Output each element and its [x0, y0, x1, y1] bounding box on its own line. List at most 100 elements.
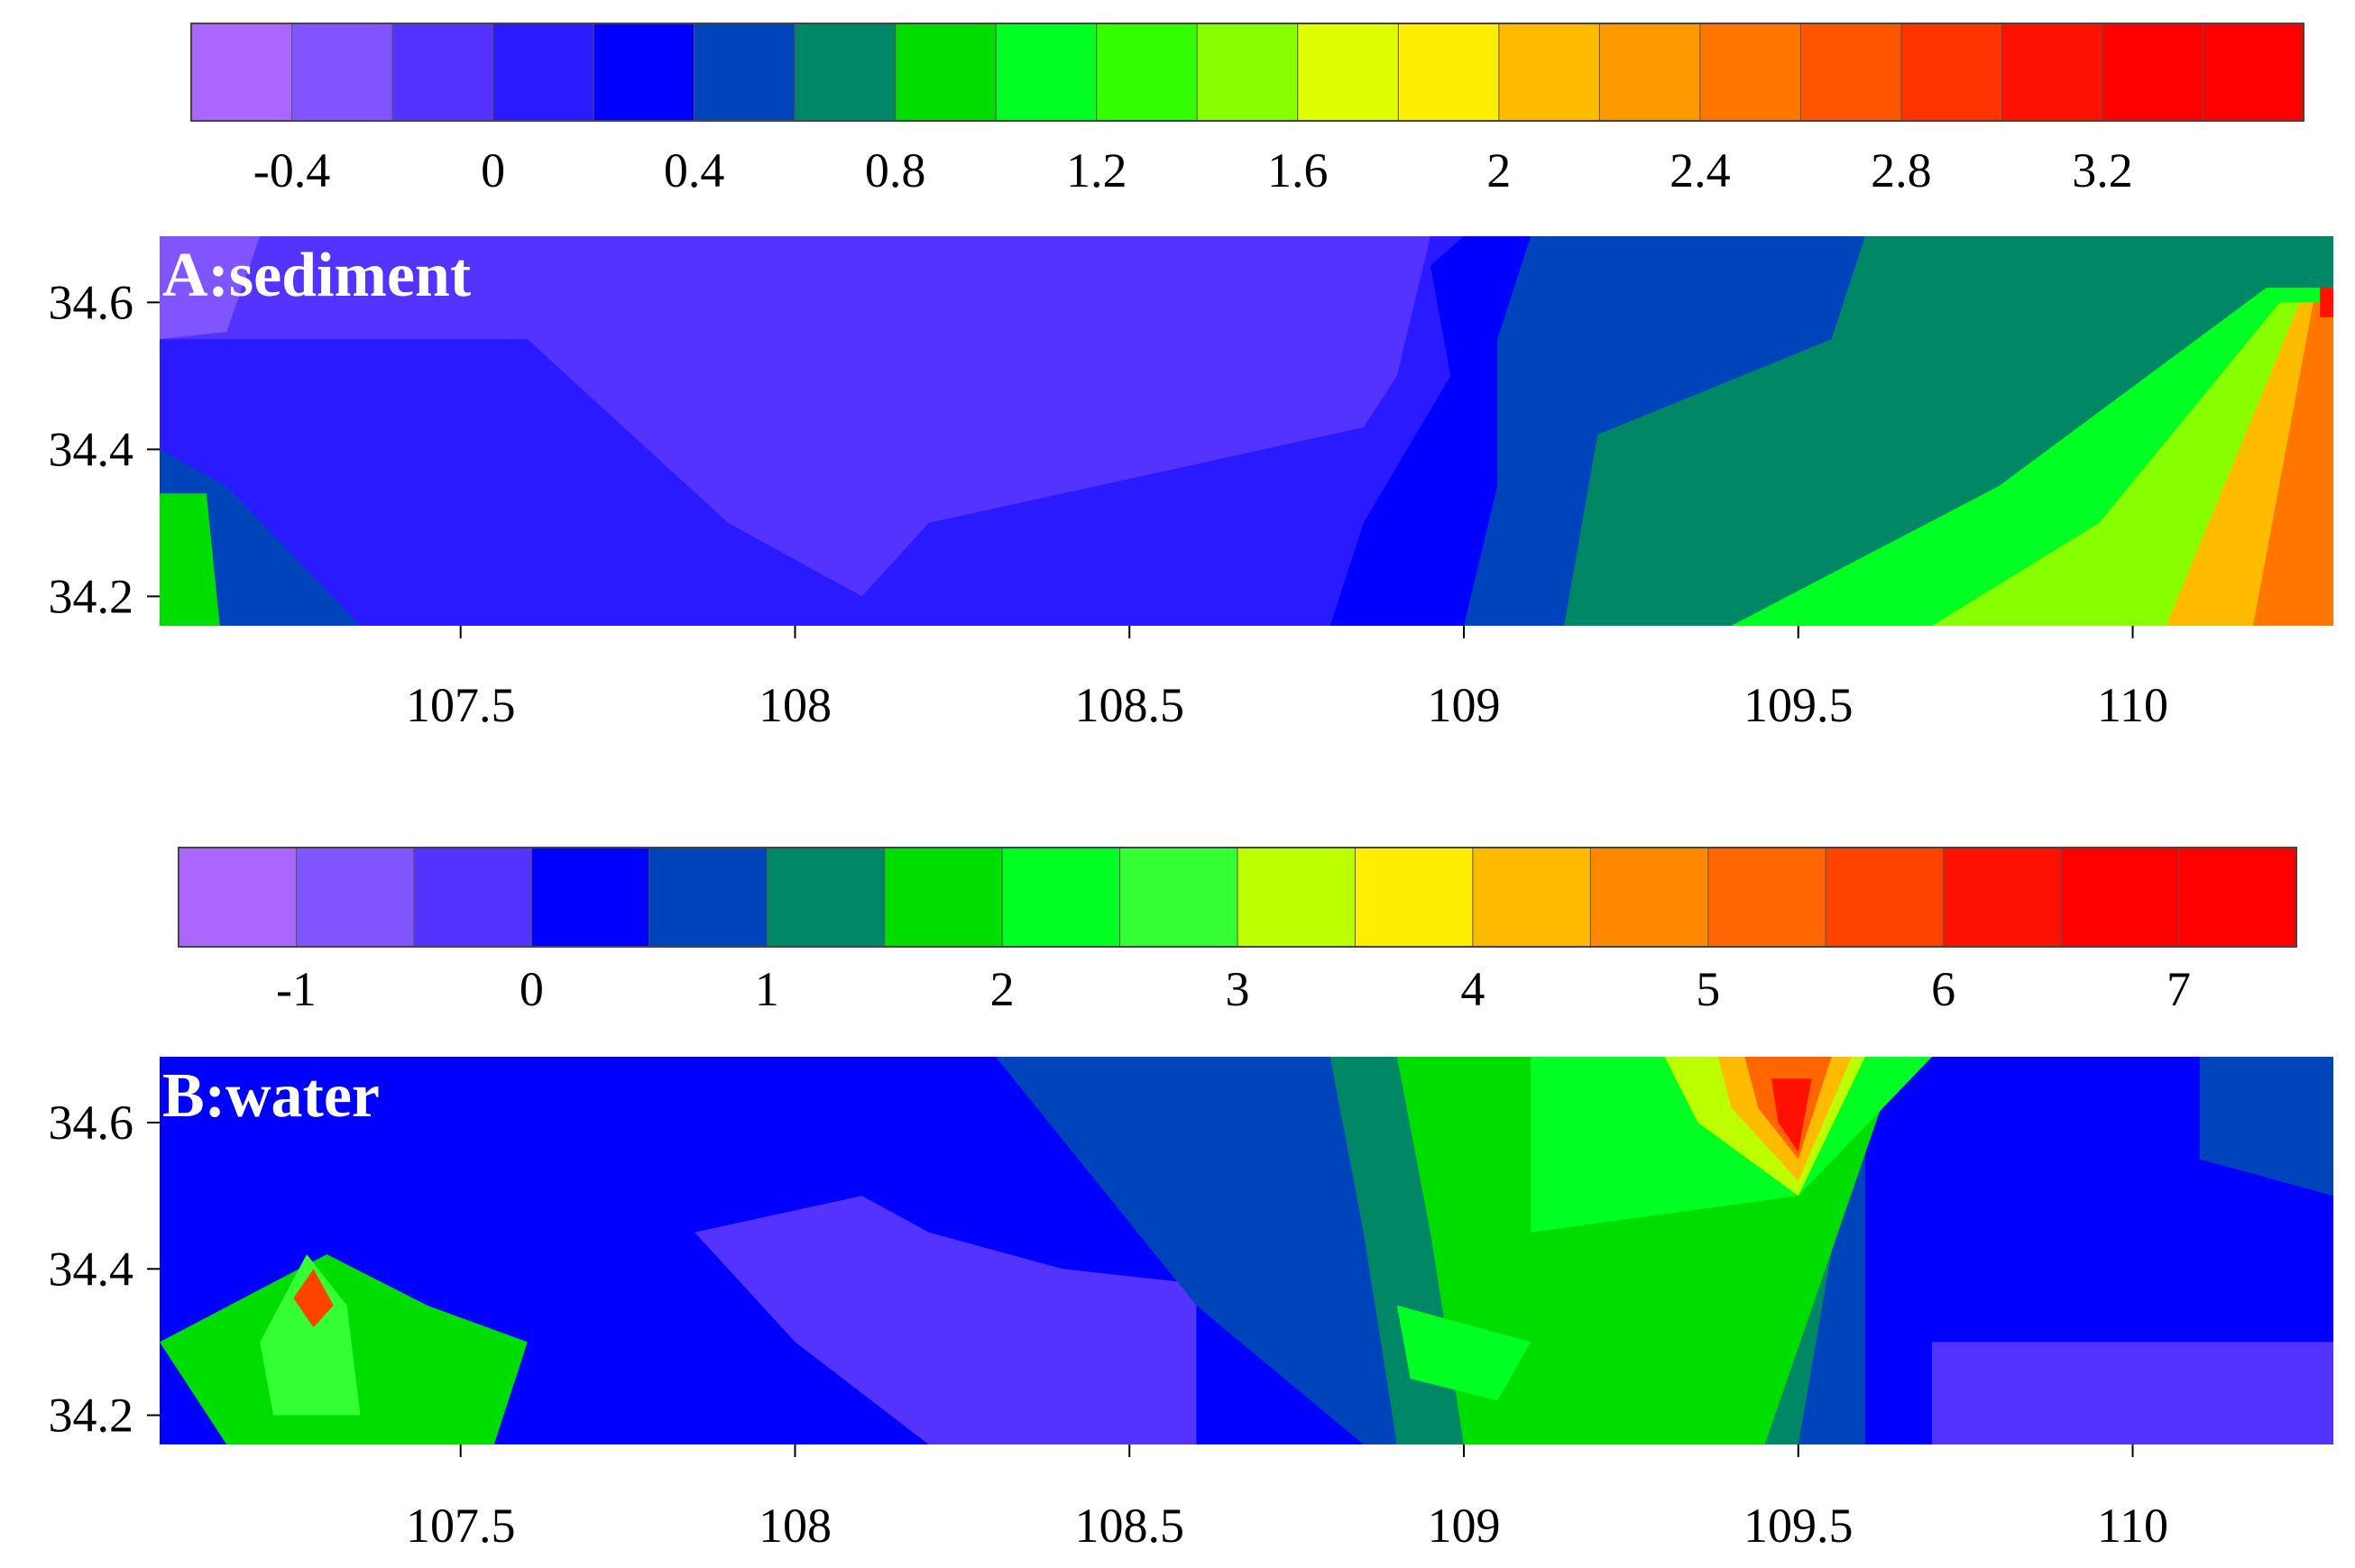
colorbar-tick-label: 0.8 — [865, 143, 926, 197]
y-tick-label: 34.2 — [49, 569, 134, 623]
x-tick-label: 109 — [1428, 678, 1501, 732]
colorbar-cell — [2060, 847, 2180, 948]
colorbar-cell — [1699, 23, 1802, 122]
colorbar-cell — [2102, 23, 2204, 122]
contour-region — [160, 493, 220, 626]
colorbar-tick-label: 4 — [1460, 962, 1485, 1016]
contour-region — [1771, 1078, 1812, 1152]
colorbar-cell — [884, 847, 1004, 948]
colorbar-cell — [530, 847, 650, 948]
colorbar-cell — [1472, 847, 1592, 948]
colorbar-tick-label: 3 — [1226, 962, 1250, 1016]
panel-b-x-ticks: 107.5 108 108.5 109 109.5 110 — [406, 1444, 2168, 1553]
panel-a: A:sediment 107.5 108 108.5 109 109.5 110 34.2… — [49, 236, 2333, 732]
colorbar-tick-label: 1.6 — [1267, 143, 1329, 197]
contour-region — [695, 1196, 1197, 1444]
colorbar-cell — [1196, 23, 1299, 122]
colorbar-b-cells — [178, 847, 2298, 948]
contour-region — [160, 236, 1430, 597]
panel-a-field — [160, 236, 2333, 626]
x-tick-label: 108 — [759, 678, 832, 732]
panel-a-regions — [160, 236, 2333, 626]
panel-a-y-ticks: 34.2 34.4 34.6 — [49, 275, 160, 623]
contour-region — [2253, 302, 2333, 626]
x-tick-label: 110 — [2097, 1499, 2168, 1553]
contour-region — [1932, 1342, 2333, 1444]
colorbar-tick-label: 5 — [1696, 962, 1720, 1016]
colorbar-cell — [1598, 23, 1701, 122]
panel-a-title: A:sediment — [162, 241, 471, 310]
colorbar-cell — [1498, 23, 1601, 122]
colorbar-tick-label: 1 — [755, 962, 779, 1016]
colorbar-cell — [1001, 847, 1121, 948]
colorbar-a-ticks: -0.4 0 0.4 0.8 1.2 1.6 2 2.4 2.8 3.2 — [253, 143, 2133, 197]
contour-region — [2199, 1057, 2333, 1197]
x-tick-label: 108.5 — [1074, 678, 1184, 732]
colorbar-tick-label: 0 — [520, 962, 544, 1016]
y-tick-label: 34.2 — [49, 1389, 134, 1443]
colorbar-cell — [1799, 23, 1902, 122]
y-tick-label: 34.4 — [49, 1242, 134, 1296]
y-tick-label: 34.6 — [49, 275, 134, 329]
colorbar-cell — [1589, 847, 1709, 948]
colorbar-cell — [1943, 847, 2063, 948]
colorbar-tick-label: 1.2 — [1066, 143, 1127, 197]
colorbar-tick-label: -0.4 — [253, 143, 330, 197]
colorbar-cell — [2202, 23, 2304, 122]
colorbar-cell — [295, 847, 415, 948]
x-tick-label: 109.5 — [1743, 1499, 1854, 1553]
colorbar-tick-label: 2.8 — [1871, 143, 1932, 197]
colorbar-cell — [1825, 847, 1945, 948]
panel-b: B:water 107.5 108 108.5 109 109.5 110 34.234.… — [49, 1057, 2333, 1553]
colorbar-cell — [1297, 23, 1400, 122]
panel-b-title: B:water — [162, 1061, 380, 1131]
colorbar-cell — [413, 847, 533, 948]
colorbar-cell — [1119, 847, 1238, 948]
colorbar-tick-label: 3.2 — [2072, 143, 2133, 197]
colorbar-cell — [1707, 847, 1827, 948]
x-tick-label: 109.5 — [1743, 678, 1854, 732]
contour-region — [293, 1269, 334, 1328]
colorbar-cell — [694, 23, 796, 122]
colorbar-cell — [1397, 23, 1500, 122]
colorbar-cell — [794, 23, 897, 122]
colorbar-cell — [766, 847, 886, 948]
colorbar-cell — [895, 23, 998, 122]
colorbar-cell — [649, 847, 768, 948]
y-tick-label: 34.6 — [49, 1096, 134, 1150]
colorbar-cell — [391, 23, 494, 122]
colorbar-cell — [291, 23, 394, 122]
colorbar-tick-label: 6 — [1931, 962, 1955, 1016]
colorbar-tick-label: 7 — [2166, 962, 2191, 1016]
y-tick-label: 34.4 — [49, 422, 134, 476]
colorbar-b: -1 0 1 2 3 4 5 6 7 — [178, 847, 2298, 1016]
colorbar-cell — [2001, 23, 2103, 122]
colorbar-a: -0.4 0 0.4 0.8 1.2 1.6 2 2.4 2.8 3.2 — [190, 23, 2304, 197]
contour-region — [2320, 288, 2333, 317]
panel-a-x-ticks: 107.5 108 108.5 109 109.5 110 — [406, 626, 2168, 732]
colorbar-cell — [2178, 847, 2298, 948]
colorbar-cell — [492, 23, 595, 122]
x-tick-label: 107.5 — [406, 1499, 516, 1553]
colorbar-cell — [593, 23, 695, 122]
x-tick-label: 109 — [1428, 1499, 1501, 1553]
colorbar-a-cells — [190, 23, 2304, 122]
colorbar-cell — [1096, 23, 1199, 122]
x-tick-label: 107.5 — [406, 678, 516, 732]
colorbar-cell — [1354, 847, 1474, 948]
x-tick-label: 108.5 — [1074, 1499, 1184, 1553]
colorbar-tick-label: -1 — [276, 962, 317, 1016]
panel-b-regions — [160, 1057, 2333, 1444]
colorbar-cell — [1237, 847, 1357, 948]
colorbar-cell — [1900, 23, 2003, 122]
contour-region — [1396, 1305, 1532, 1401]
colorbar-tick-label: 2 — [1486, 143, 1511, 197]
colorbar-tick-label: 0 — [481, 143, 505, 197]
colorbar-b-ticks: -1 0 1 2 3 4 5 6 7 — [276, 962, 2191, 1016]
colorbar-tick-label: 0.4 — [664, 143, 725, 197]
panel-b-field — [160, 1057, 2333, 1444]
colorbar-cell — [190, 23, 293, 122]
colorbar-tick-label: 2 — [990, 962, 1015, 1016]
panel-b-y-ticks: 34.2 34.4 34.6 — [49, 1096, 160, 1443]
